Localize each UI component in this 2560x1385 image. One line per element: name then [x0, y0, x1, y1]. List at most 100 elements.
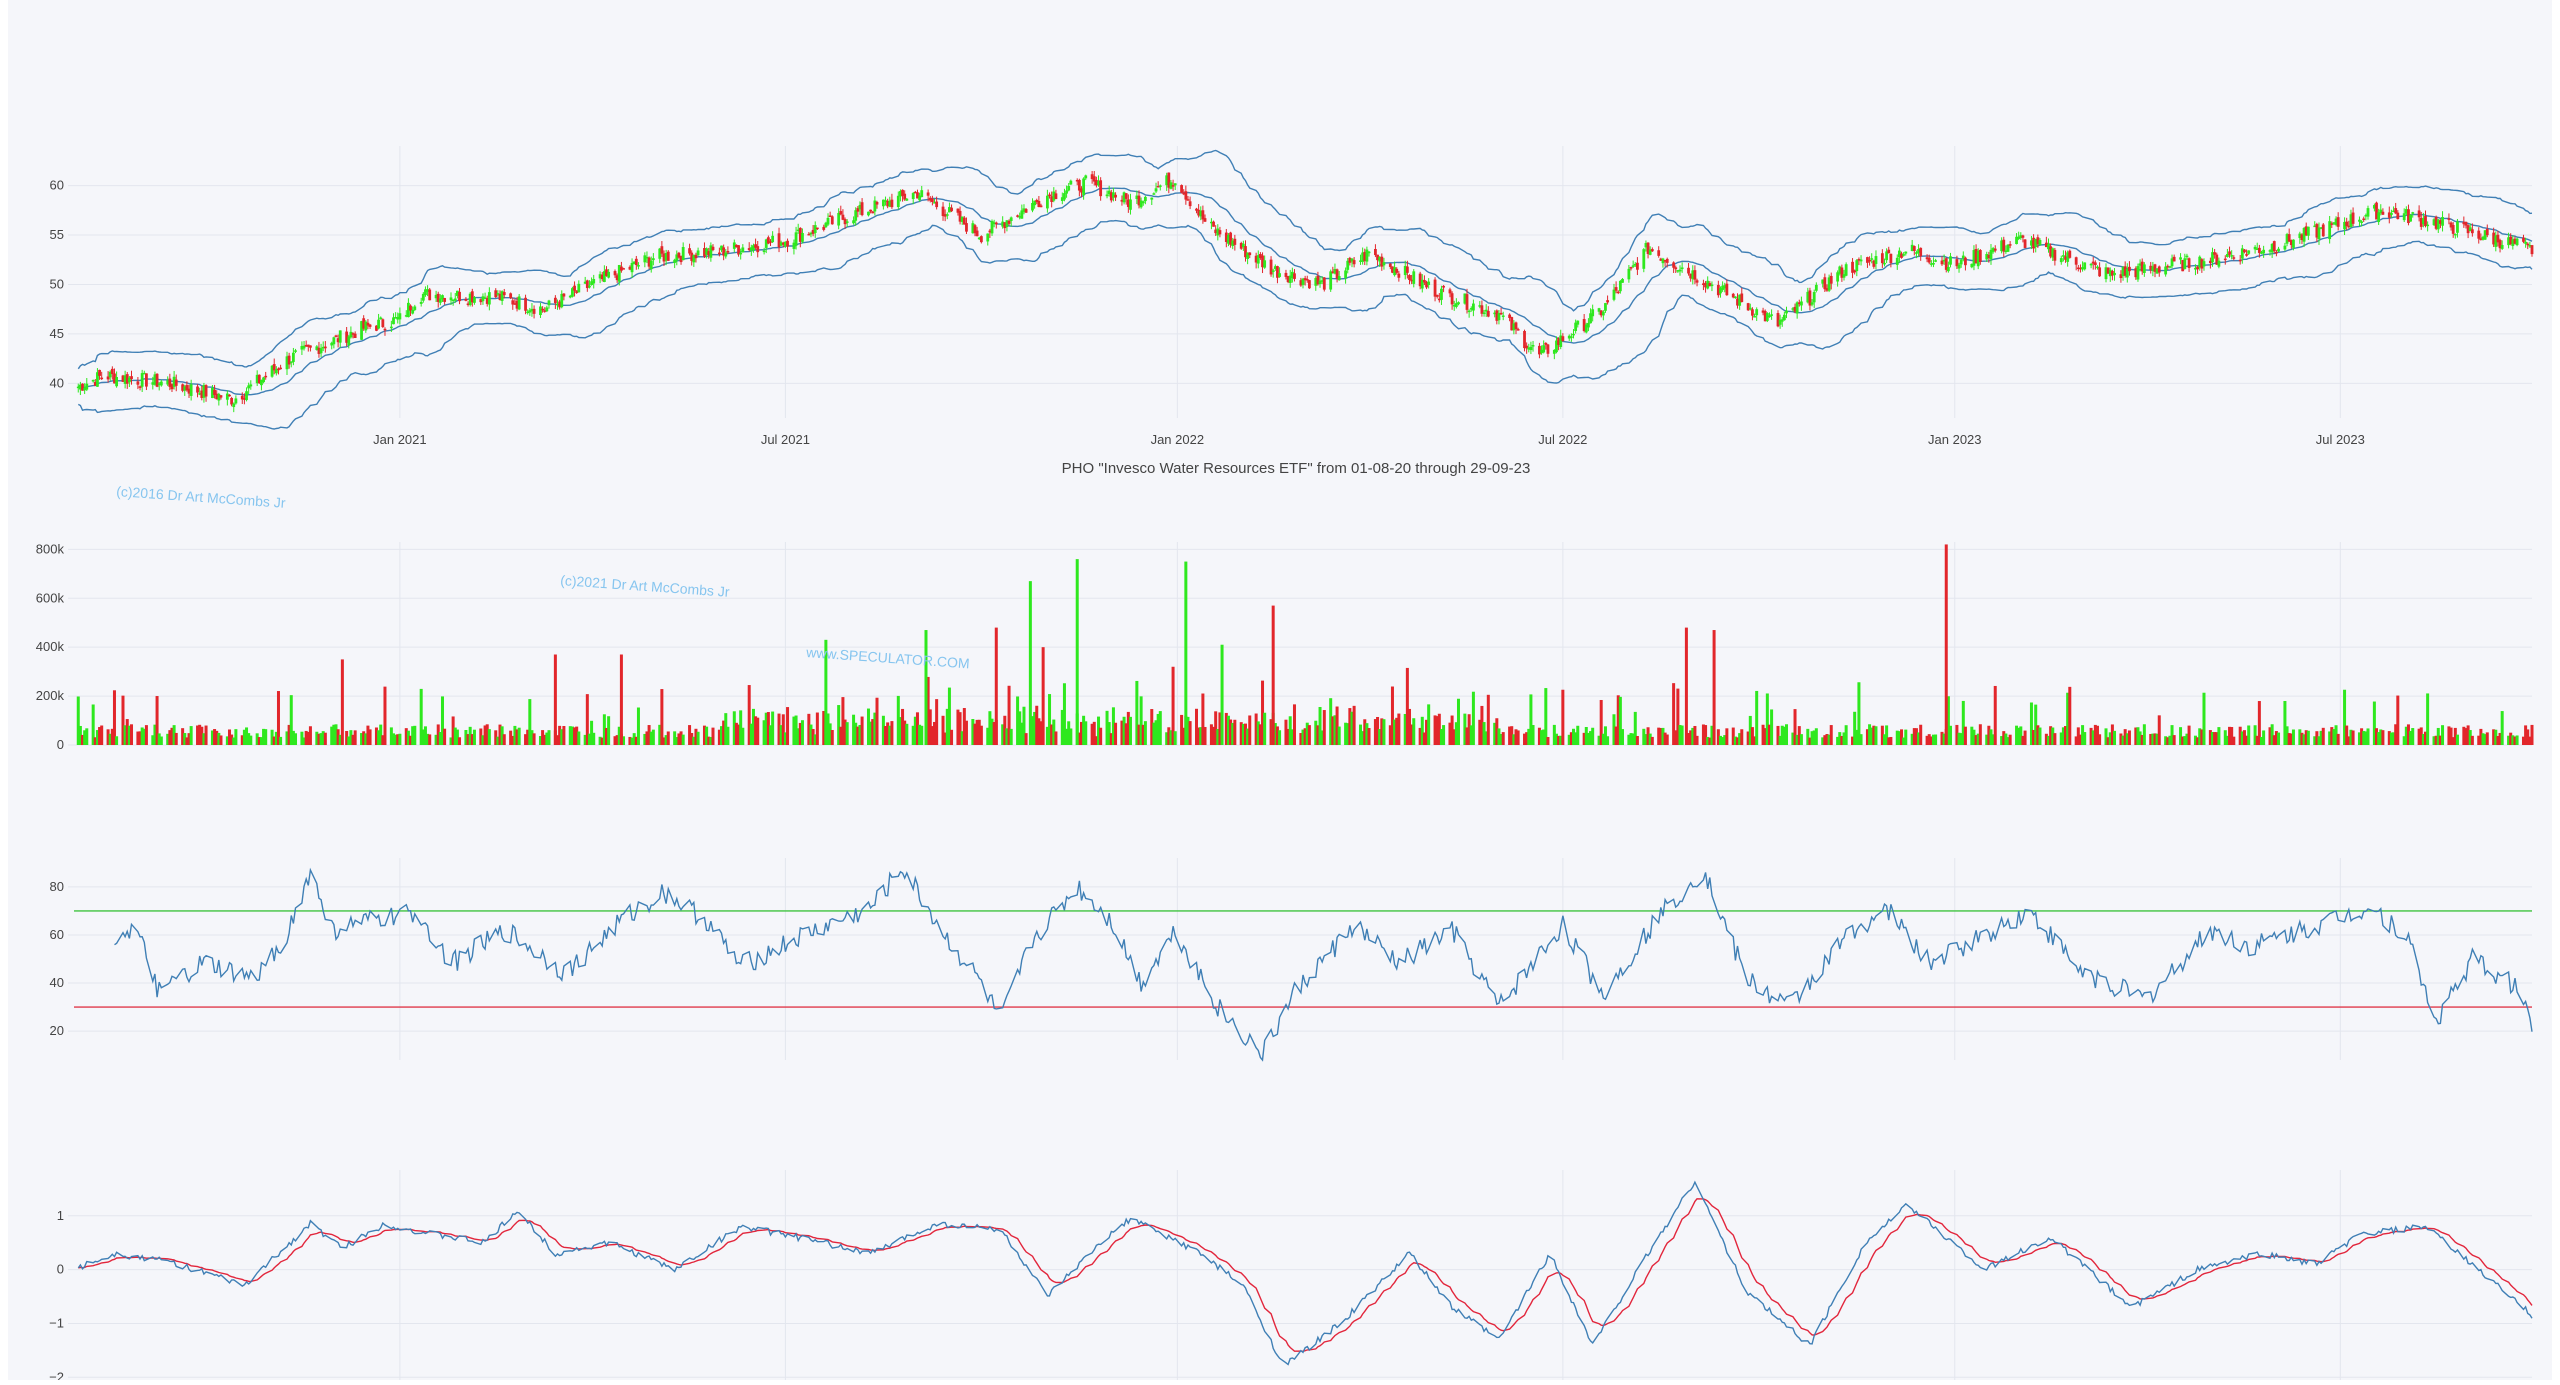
volume-bar — [617, 726, 621, 745]
candle-body — [1731, 293, 1735, 298]
volume-bar — [166, 733, 170, 745]
candle-body — [1987, 254, 1991, 259]
volume-bar — [2389, 732, 2393, 745]
candle-body — [381, 319, 385, 328]
candle-body — [1063, 193, 1066, 200]
volume-bar — [409, 735, 413, 745]
candle-body — [2411, 212, 2415, 214]
volume-bar — [2394, 724, 2398, 745]
volume-bar — [2089, 727, 2093, 745]
volume-bar — [1107, 722, 1111, 745]
candle-body — [530, 308, 534, 312]
candle-body — [1105, 194, 1109, 197]
candle-body — [1218, 230, 1222, 235]
candle-body — [217, 393, 221, 401]
rsi-panel — [74, 867, 2533, 1062]
volume-bar — [1814, 728, 1818, 745]
candle-body — [1484, 309, 1488, 312]
candle-body — [108, 371, 112, 378]
candle-body — [1314, 278, 1318, 286]
candle-body — [287, 355, 291, 365]
candle-body — [204, 385, 208, 397]
volume-bar — [1586, 732, 1590, 745]
volume-bar — [920, 725, 924, 745]
volume-bar — [347, 736, 351, 745]
candle-body — [2421, 218, 2425, 225]
volume-bar — [2513, 736, 2517, 745]
volume-bar — [524, 734, 528, 745]
candle-body — [441, 295, 444, 300]
candle-body — [2315, 224, 2319, 238]
volume-bar — [658, 724, 662, 745]
candle-body — [986, 233, 990, 242]
volume-bar — [1944, 544, 1948, 745]
volume-bar — [666, 731, 670, 745]
volume-bar — [707, 736, 711, 745]
volume-bar — [1344, 722, 1348, 745]
volume-bar — [1989, 729, 1993, 745]
candle-body — [573, 285, 576, 291]
volume-bar — [1290, 729, 1294, 745]
candle-body — [2466, 225, 2470, 234]
volume-bar — [530, 730, 534, 745]
volume-bar — [1152, 722, 1156, 745]
candle-body — [1420, 279, 1424, 289]
volume-bar — [1691, 727, 1695, 745]
x-tick-label: Jan 2021 — [373, 432, 427, 447]
volume-bar — [992, 722, 996, 745]
candle-body — [1188, 201, 1192, 207]
candle-body — [1900, 253, 1903, 258]
candle-body — [858, 204, 862, 210]
y-tick-label: 1 — [57, 1208, 64, 1223]
volume-bar — [1540, 730, 1544, 745]
volume-bar — [607, 716, 611, 745]
candle-body — [1248, 252, 1252, 256]
volume-bar — [2515, 735, 2519, 745]
candle-body — [1363, 251, 1367, 261]
volume-bar — [2351, 730, 2355, 745]
candle-body — [2404, 209, 2408, 214]
candle-body — [145, 373, 148, 387]
candle-body — [2500, 245, 2504, 249]
volume-bar — [1874, 726, 1878, 745]
candle-body — [622, 268, 625, 270]
candle-body — [1723, 285, 1727, 289]
candle-body — [2083, 262, 2087, 270]
candle-body — [2198, 256, 2202, 268]
volume-bar — [2349, 729, 2353, 745]
volume-bar — [1226, 715, 1230, 745]
volume-bar — [619, 654, 623, 745]
candle-body — [1463, 293, 1467, 304]
volume-bar — [168, 730, 172, 745]
y-tick-label: −1 — [49, 1315, 64, 1330]
candle-body — [528, 310, 532, 313]
candle-body — [1493, 312, 1497, 315]
candle-body — [485, 298, 489, 304]
volume-bar — [1855, 729, 1859, 745]
volume-bar — [2217, 727, 2221, 745]
volume-bar — [1704, 725, 1708, 745]
volume-bar — [1657, 727, 1661, 745]
volume-bar — [1559, 735, 1563, 745]
candle-body — [1753, 316, 1756, 318]
candle-body — [830, 216, 834, 225]
volume-bar — [2379, 729, 2383, 745]
candle-body — [2098, 267, 2102, 277]
candle-body — [779, 242, 783, 246]
volume-bar — [332, 724, 336, 745]
candle-body — [815, 227, 819, 230]
volume-bar — [888, 725, 892, 745]
candle-body — [375, 325, 378, 331]
volume-bar — [824, 639, 828, 745]
candle-body — [247, 385, 251, 389]
candle-body — [1259, 254, 1262, 258]
candle-body — [1851, 261, 1854, 273]
volume-bar — [2170, 725, 2174, 745]
candle-body — [1544, 342, 1548, 345]
volume-bar — [1122, 716, 1126, 745]
volume-bar — [702, 725, 706, 745]
volume-bar — [1970, 726, 1974, 745]
volume-bar — [287, 724, 291, 745]
volume-bar — [2530, 724, 2534, 745]
candle-body — [1523, 330, 1526, 349]
